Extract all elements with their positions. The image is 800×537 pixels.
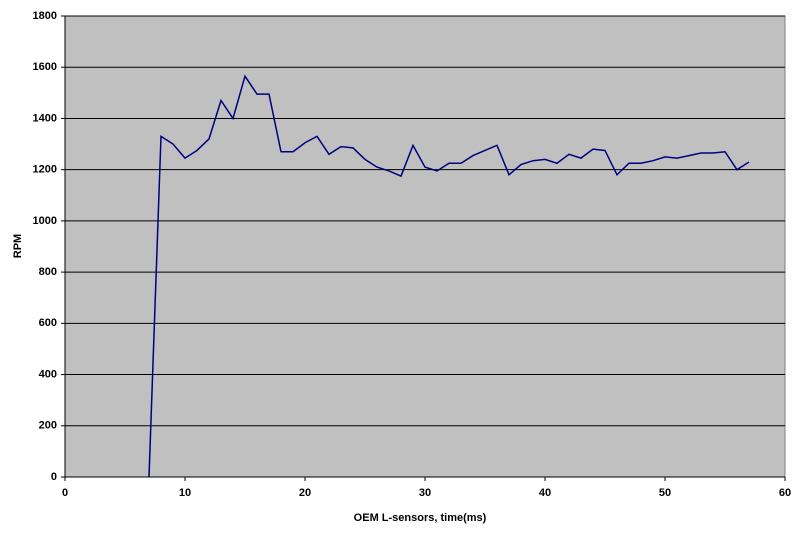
- y-tick-label: 600: [39, 317, 57, 329]
- x-tick-label: 50: [659, 487, 671, 499]
- x-tick-label: 40: [539, 487, 551, 499]
- y-tick-label: 1800: [33, 10, 57, 22]
- y-axis-label: RPM: [12, 234, 24, 258]
- x-tick-label: 60: [779, 487, 791, 499]
- y-tick-label: 1600: [33, 61, 57, 73]
- x-tick-label: 0: [62, 487, 68, 499]
- y-tick-label: 1000: [33, 215, 57, 227]
- x-tick-label: 30: [419, 487, 431, 499]
- series-line: [148, 74, 750, 478]
- y-tick-label: 1200: [33, 164, 57, 176]
- plot-area: [64, 15, 786, 478]
- y-tick-label: 400: [39, 368, 57, 380]
- y-tick-label: 800: [39, 266, 57, 278]
- y-tick-label: 200: [39, 420, 57, 432]
- x-tick-label: 20: [299, 487, 311, 499]
- y-tick-label: 0: [51, 471, 57, 483]
- x-axis-label: OEM L-sensors, time(ms): [354, 512, 487, 524]
- y-tick-label: 1400: [33, 112, 57, 124]
- x-tick-label: 10: [179, 487, 191, 499]
